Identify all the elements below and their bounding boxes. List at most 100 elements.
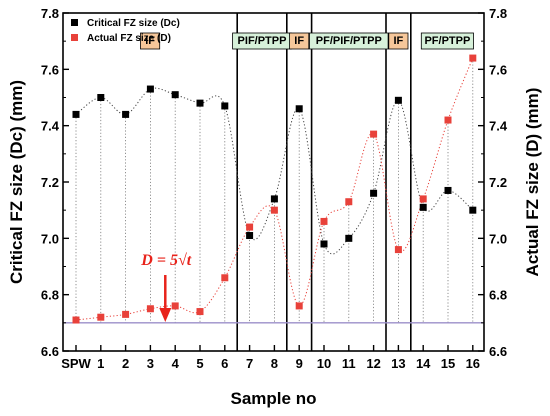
data-point xyxy=(469,206,477,214)
x-tick-label: 7 xyxy=(246,356,253,371)
legend-marker xyxy=(71,19,78,26)
region-label-box xyxy=(289,32,310,50)
data-point xyxy=(72,110,80,118)
right-y-tick-label: 7.2 xyxy=(489,175,507,190)
left-y-tick-label: 7.0 xyxy=(41,231,59,246)
data-point xyxy=(419,203,427,211)
data-point xyxy=(122,110,130,118)
data-point xyxy=(370,189,378,197)
region-label-3: PF/PIF/PTPP xyxy=(309,32,389,50)
left-y-tick-label: 6.8 xyxy=(41,288,59,303)
x-tick-label: 16 xyxy=(466,356,480,371)
data-point xyxy=(122,310,130,318)
x-tick-label: 11 xyxy=(342,356,356,371)
right-y-tick-label: 7.4 xyxy=(489,119,508,134)
data-point xyxy=(444,116,452,124)
region-label-box xyxy=(309,32,389,50)
right-y-tick-label: 6.6 xyxy=(489,344,507,359)
data-point xyxy=(469,54,477,62)
data-point xyxy=(394,246,402,254)
data-point xyxy=(221,102,229,110)
x-tick-label: 3 xyxy=(147,356,154,371)
region-layer: IF PIF/PTPP IF PF/PIF/PTPP IF PF/PTPP xyxy=(140,13,474,351)
x-tick-label: 12 xyxy=(366,356,380,371)
markers-layer xyxy=(72,54,477,324)
data-point xyxy=(345,234,353,242)
region-label-5: PF/PTPP xyxy=(420,32,474,50)
right-y-axis-title: Actual FZ size (D) (mm) xyxy=(523,88,542,277)
data-point xyxy=(295,105,303,113)
right-y-tick-label: 7.0 xyxy=(489,231,507,246)
plot-frame xyxy=(62,12,485,352)
data-point xyxy=(370,130,378,138)
annotation-arrow-head xyxy=(159,308,172,322)
region-label-4: IF xyxy=(388,32,409,50)
data-point xyxy=(196,99,204,107)
x-tick-label: 1 xyxy=(97,356,104,371)
data-point xyxy=(171,91,179,99)
left-y-tick-label: 7.2 xyxy=(41,175,59,190)
left-y-tick-label: 7.8 xyxy=(41,6,59,21)
data-point xyxy=(444,186,452,194)
x-tick-label: 15 xyxy=(441,356,455,371)
data-point xyxy=(171,302,179,310)
left-y-axis-title: Critical FZ size (Dc) (mm) xyxy=(7,80,26,284)
x-tick-label: 9 xyxy=(296,356,303,371)
data-point xyxy=(246,223,254,231)
data-point xyxy=(270,206,278,214)
series-line-1 xyxy=(75,57,474,321)
data-point xyxy=(146,305,154,313)
x-axis-title: Sample no xyxy=(231,389,317,408)
x-tick-label: 2 xyxy=(122,356,129,371)
data-point xyxy=(295,302,303,310)
x-tick-label: 14 xyxy=(416,356,431,371)
data-point xyxy=(320,240,328,248)
data-point xyxy=(394,96,402,104)
x-tick-label: 5 xyxy=(196,356,203,371)
legend-marker xyxy=(71,34,78,41)
region-label-text: IF xyxy=(394,35,404,47)
annotation-layer: D = 5√t xyxy=(140,252,192,322)
region-label-text: PF/PTPP xyxy=(424,35,470,47)
data-point xyxy=(246,232,254,240)
x-tick-label: 6 xyxy=(221,356,228,371)
region-label-text: PF/PIF/PTPP xyxy=(316,35,382,47)
data-point xyxy=(345,198,353,206)
data-point xyxy=(97,94,105,101)
data-point xyxy=(72,316,80,324)
right-y-tick-label: 6.8 xyxy=(489,288,507,303)
data-point xyxy=(221,274,229,282)
region-label-box xyxy=(420,32,474,50)
region-label-box xyxy=(140,32,161,50)
data-point xyxy=(419,195,427,203)
x-tick-label: SPW xyxy=(61,356,91,371)
data-point xyxy=(320,217,328,225)
right-y-tick-label: 7.6 xyxy=(489,62,507,77)
series-lines-layer xyxy=(75,57,474,323)
legend-label: Critical FZ size (Dc) xyxy=(87,18,180,29)
region-label-box xyxy=(388,32,409,50)
left-y-tick-label: 6.6 xyxy=(41,344,59,359)
region-label-0: IF xyxy=(140,32,161,50)
region-label-text: IF xyxy=(145,35,155,47)
x-tick-label: 4 xyxy=(172,356,180,371)
data-point xyxy=(146,85,154,93)
region-label-text: IF xyxy=(294,35,304,47)
legend-label: Actual FZ size (D) xyxy=(87,33,171,44)
formula-annotation: D = 5√t xyxy=(140,252,191,269)
right-y-tick-label: 7.8 xyxy=(489,6,507,21)
x-tick-label: 8 xyxy=(271,356,278,371)
x-tick-label: 13 xyxy=(391,356,405,371)
left-y-tick-label: 7.6 xyxy=(41,62,59,77)
legend: Critical FZ size (Dc) Actual FZ size (D) xyxy=(71,18,180,44)
region-label-1: PIF/PTPP xyxy=(232,32,292,50)
region-label-text: PIF/PTPP xyxy=(238,35,287,47)
data-point xyxy=(196,308,204,316)
axes-layer: 6.6 6.6 6.8 6.8 7.0 7.0 7.2 7.2 7.4 7.4 7.6 7.6 7.8 7… xyxy=(41,6,508,371)
data-point xyxy=(97,313,105,321)
region-label-2: IF xyxy=(289,32,310,50)
left-y-tick-label: 7.4 xyxy=(41,119,60,134)
series-line-0 xyxy=(75,87,474,255)
x-tick-label: 10 xyxy=(317,356,331,371)
